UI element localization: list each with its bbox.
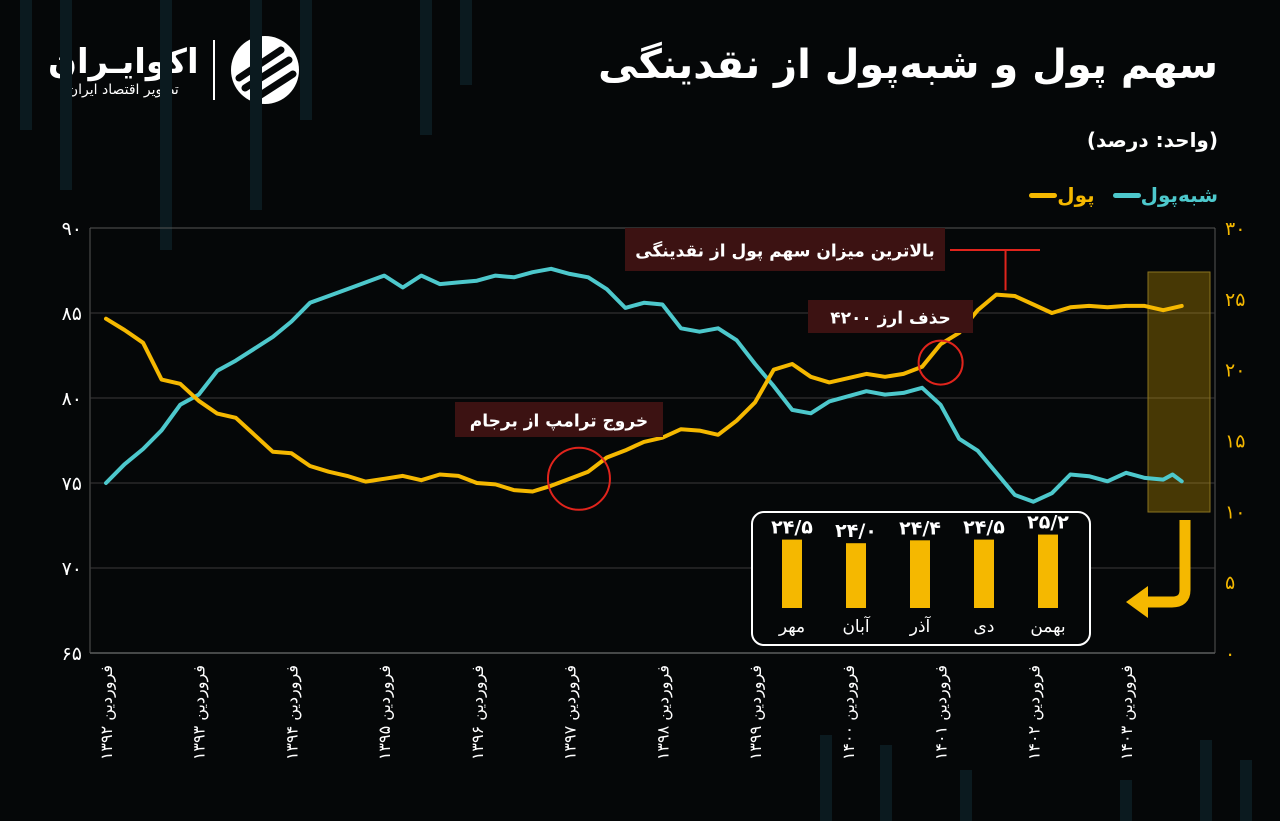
background-bar — [300, 0, 312, 120]
x-tick-label: فروردین ۱۳۹۴ — [282, 665, 302, 760]
inset-bar — [910, 540, 930, 608]
inset-value-label: ۲۵/۲ — [1027, 512, 1069, 534]
chart-unit: (واحد: درصد) — [1086, 128, 1218, 152]
x-tick-label: فروردین ۱۳۹۷ — [561, 665, 581, 760]
logo-name: اکوایـران — [48, 42, 199, 82]
x-tick-label: فروردین ۱۴۰۱ — [932, 665, 952, 760]
right-tick-label: ۵ — [1225, 572, 1235, 594]
right-tick-label: ۰ — [1225, 643, 1235, 665]
left-tick-label: ۷۵ — [62, 473, 82, 495]
annotation-circle-4200 — [917, 339, 964, 386]
inset-bar-chart: ۲۵/۲ بهمن ۲۴/۵ دی ۲۴/۴ آذر ۲۴/۰ آبان ۲۴/۵ مهر — [751, 511, 1091, 646]
annotation-circle-trump — [546, 446, 611, 511]
logo-divider — [212, 40, 215, 100]
legend-swatch-money — [1029, 192, 1058, 198]
left-tick-label: ۸۵ — [62, 303, 82, 325]
inset-category-label: آبان — [842, 615, 870, 637]
legend: شبه‌پول پول — [1021, 183, 1218, 207]
background-bar — [160, 0, 172, 250]
background-bar — [1200, 740, 1212, 821]
background-bar — [1240, 760, 1252, 821]
annotation-label: حذف ارز ۴۲۰۰ — [830, 309, 951, 329]
arrow-icon — [1145, 520, 1191, 608]
logo-subtitle: تصویر اقتصاد ایران — [67, 82, 179, 98]
inset-category-label: بهمن — [1030, 617, 1065, 637]
background-bars — [20, 0, 1252, 821]
background-bar — [820, 735, 832, 821]
x-tick-label: فروردین ۱۳۹۶ — [468, 665, 488, 760]
arrow-head-icon — [1126, 586, 1148, 618]
annotation-box: خروج ترامپ از برجام — [455, 402, 663, 437]
annotation-box: حذف ارز ۴۲۰۰ — [808, 300, 973, 333]
inset-category-label: آذر — [909, 615, 932, 637]
x-tick-label: فروردین ۱۳۹۵ — [375, 665, 395, 760]
inset-value-label: ۲۴/۰ — [835, 520, 877, 542]
series-line-quasi-money — [104, 266, 1184, 504]
series-line-money — [104, 292, 1184, 494]
background-bar — [60, 0, 72, 190]
right-tick-label: ۲۵ — [1225, 289, 1245, 311]
annotation-label: بالاترین میزان سهم پول از نقدینگی — [635, 241, 935, 262]
inset-value-label: ۲۴/۵ — [771, 517, 813, 539]
background-bar — [250, 0, 262, 210]
inset-value-label: ۲۴/۴ — [899, 517, 941, 539]
inset-bar — [974, 539, 994, 608]
background-bar — [880, 745, 892, 821]
x-tick-label: فروردین ۱۴۰۳ — [1117, 665, 1137, 760]
inset-category-label: مهر — [778, 617, 805, 637]
annotation-box-bg — [808, 300, 973, 333]
right-tick-label: ۱۰ — [1225, 501, 1245, 523]
x-tick-label: فروردین ۱۳۹۳ — [190, 665, 210, 760]
x-tick-label: فروردین ۱۳۹۹ — [746, 665, 766, 760]
x-tick-label: فروردین ۱۳۹۲ — [97, 665, 117, 760]
chart-title: سهم پول و شبه‌پول از نقدینگی — [598, 42, 1218, 88]
legend-label-money: پول — [1057, 183, 1095, 207]
annotation-box: بالاترین میزان سهم پول از نقدینگی — [625, 228, 945, 271]
left-tick-label: ۹۰ — [62, 218, 82, 240]
annotation-box-bg — [455, 402, 663, 437]
background-bar — [1120, 780, 1132, 821]
background-bar — [20, 0, 32, 130]
annotation-box-bg — [625, 228, 945, 271]
right-tick-label: ۲۰ — [1225, 360, 1245, 382]
legend-item-quasi-money: شبه‌پول — [1105, 183, 1218, 207]
right-tick-label: ۱۵ — [1225, 431, 1245, 453]
inset-bar — [782, 539, 802, 608]
legend-label-quasi-money: شبه‌پول — [1140, 183, 1218, 207]
x-tick-label: فروردین ۱۴۰۲ — [1024, 665, 1044, 760]
inset-bar — [1038, 534, 1058, 608]
x-tick-label: فروردین ۱۳۹۸ — [653, 665, 673, 760]
background-bar — [460, 0, 472, 85]
annotation-label: خروج ترامپ از برجام — [470, 412, 648, 432]
x-tick-label: فروردین ۱۴۰۰ — [839, 665, 859, 760]
inset-value-label: ۲۴/۵ — [963, 517, 1005, 539]
background-bar — [960, 770, 972, 821]
legend-item-money: پول — [1021, 183, 1095, 207]
legend-swatch-quasi-money — [1112, 192, 1141, 198]
left-tick-label: ۶۵ — [62, 643, 82, 665]
logo: اکوایـران تصویر اقتصاد ایران — [48, 34, 301, 106]
logo-text: اکوایـران تصویر اقتصاد ایران — [48, 42, 199, 98]
right-tick-label: ۳۰ — [1225, 218, 1245, 240]
inset-bar — [846, 543, 866, 608]
background-bar — [420, 0, 432, 135]
left-tick-label: ۷۰ — [62, 558, 82, 580]
left-tick-label: ۸۰ — [62, 388, 82, 410]
recent-months-highlight — [1147, 271, 1211, 513]
inset-category-label: دی — [974, 617, 995, 637]
